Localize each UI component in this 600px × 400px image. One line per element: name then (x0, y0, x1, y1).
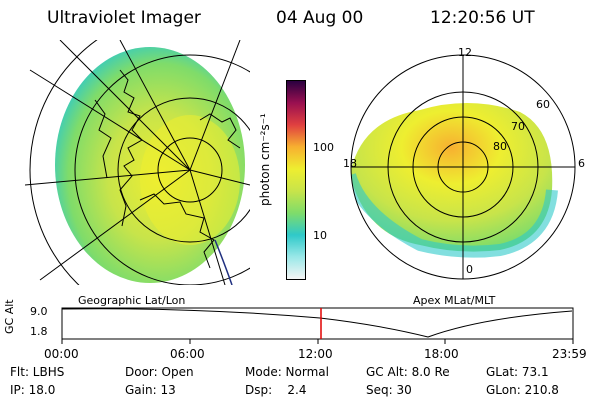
door-status: Door: Open (125, 365, 194, 379)
mlat-label-80: 80 (493, 140, 507, 153)
observation-time: 12:20:56 UT (430, 8, 535, 28)
auroral-emission-magnetic (351, 102, 553, 252)
timeline-xtick-0000: 00:00 (44, 347, 79, 361)
mlt-label-0: 0 (466, 263, 473, 276)
colorbar-tick-10: 10 (313, 229, 327, 242)
mlt-label-6: 6 (578, 157, 585, 170)
instrument-title: Ultraviolet Imager (47, 8, 201, 28)
timeline-xtick-1800: 18:00 (424, 347, 459, 361)
altitude-timeline (61, 307, 574, 344)
gain-status: Gain: 13 (125, 383, 176, 397)
gc-altitude-status: GC Alt: 8.0 Re (366, 365, 450, 379)
mlat-label-70: 70 (511, 120, 525, 133)
mlat-label-60: 60 (536, 98, 550, 111)
geographic-latitude: GLat: 73.1 (486, 365, 549, 379)
altitude-curve (61, 308, 573, 338)
timeline-ytick-bottom: 1.8 (30, 325, 48, 338)
timeline-xtick-0600: 06:00 (170, 347, 205, 361)
coastline-outlines (94, 69, 241, 269)
apex-panel-label: Apex MLat/MLT (413, 294, 496, 307)
geographic-panel-label: Geographic Lat/Lon (78, 294, 186, 307)
mlt-label-12: 12 (458, 46, 472, 59)
geographic-image (25, 40, 250, 285)
timeline-ytick-top: 9.0 (30, 305, 48, 318)
intensity-colorbar (286, 80, 306, 280)
timeline-xtick-2359: 23:59 (552, 347, 587, 361)
colorbar-tick-100: 100 (313, 141, 334, 154)
apex-polar-plot (350, 54, 576, 280)
filter-status: Flt: LBHS (10, 365, 65, 379)
mlt-label-18: 18 (343, 157, 357, 170)
mode-status: Mode: Normal (245, 365, 329, 379)
colorbar-unit-label: photon cm⁻²s⁻¹ (258, 113, 272, 206)
ip-status: IP: 18.0 (10, 383, 56, 397)
timeline-axis-label: GC Alt (3, 299, 16, 334)
dsp-status: Dsp: 2.4 (245, 383, 307, 397)
observation-date: 04 Aug 00 (276, 8, 364, 28)
sequence-status: Seq: 30 (366, 383, 412, 397)
geographic-longitude: GLon: 210.8 (486, 383, 559, 397)
timeline-xtick-1200: 12:00 (298, 347, 333, 361)
